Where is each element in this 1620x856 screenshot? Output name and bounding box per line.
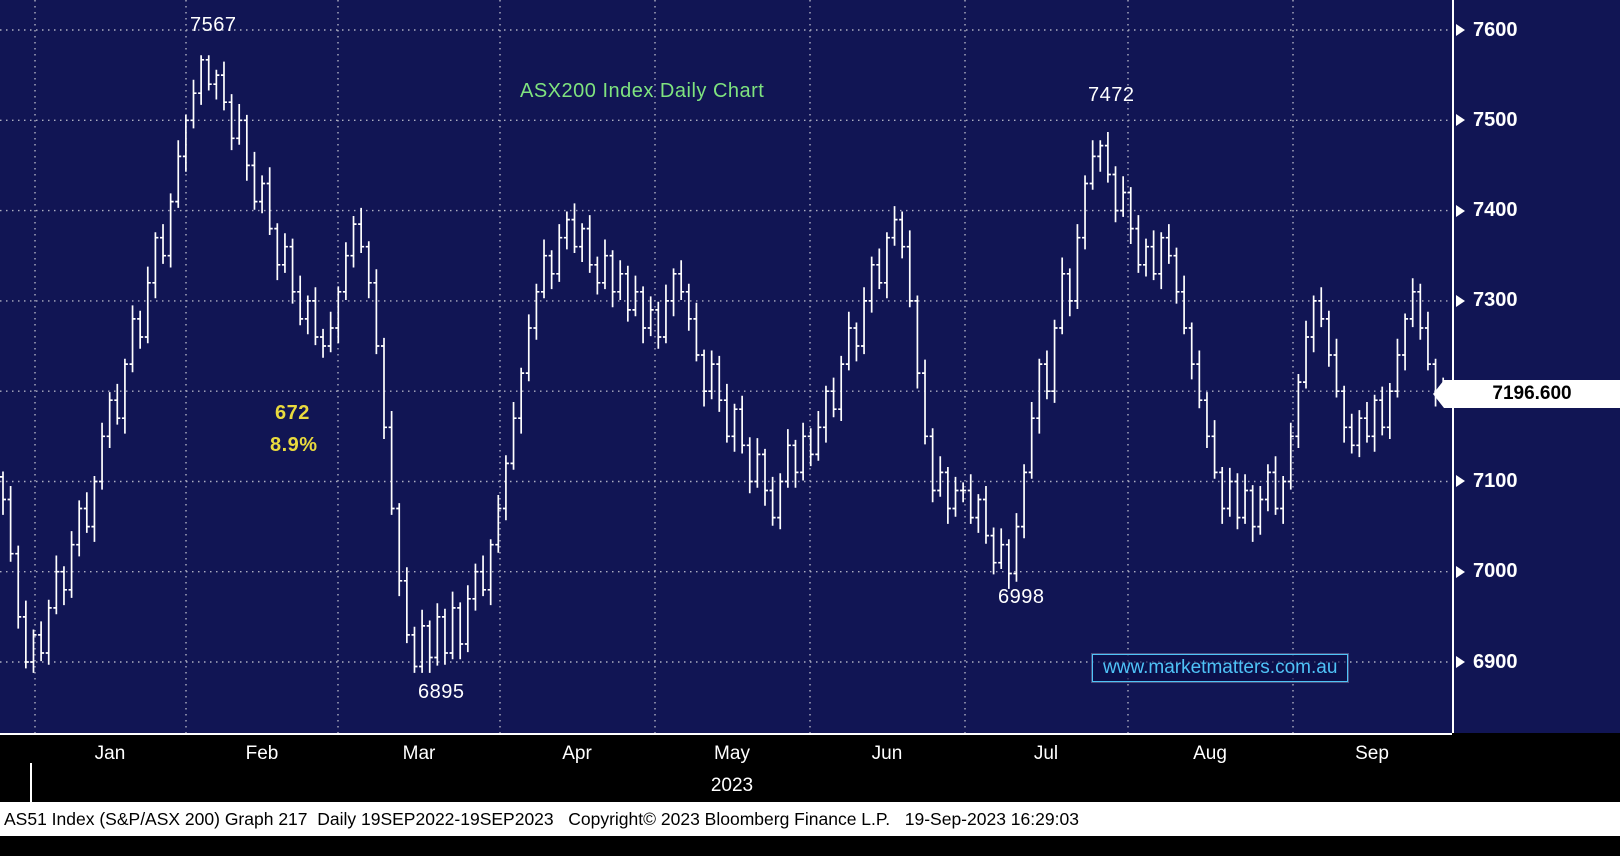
y-axis-tick-value: 7400	[1473, 199, 1518, 222]
y-axis-tick: 7000	[1454, 560, 1518, 584]
x-axis-month-label: May	[714, 743, 750, 764]
x-axis-month-label: Aug	[1193, 743, 1227, 764]
y-axis-tick: 7500	[1454, 108, 1518, 132]
price-chart-canvas	[0, 0, 1452, 733]
y-axis-tick-value: 7600	[1473, 18, 1518, 41]
tick-arrow-icon	[1456, 294, 1465, 307]
tick-arrow-icon	[1456, 475, 1465, 488]
x-axis-month-label: Apr	[562, 743, 592, 764]
y-axis-tick: 7300	[1454, 289, 1518, 313]
bottom-strip	[0, 836, 1620, 856]
y-axis-tick: 7600	[1454, 18, 1518, 42]
y-axis: 76007500740073007200710070006900	[1452, 0, 1620, 733]
y-axis-tick-value: 7500	[1473, 108, 1518, 131]
price-bars-series	[0, 55, 1447, 673]
x-axis-month-label: Jan	[94, 743, 126, 764]
y-axis-tick: 7400	[1454, 199, 1518, 223]
annotation-range-points: 672	[275, 402, 310, 424]
plot-area: ASX200 Index Daily Chart 7567 7472 6895 …	[0, 0, 1452, 733]
annotation-feb-high: 7567	[190, 14, 237, 36]
tick-arrow-icon	[1456, 656, 1465, 669]
x-axis-month-label: Mar	[402, 743, 436, 764]
x-axis-year-label: 2023	[710, 775, 754, 796]
annotation-mar-low: 6895	[418, 681, 465, 703]
x-axis: 2023 Jan Feb Mar Apr May Jun Jul Aug Sep	[0, 733, 1620, 802]
x-axis-tick-mark	[30, 763, 32, 802]
x-axis-month-label: Feb	[245, 743, 279, 764]
tick-arrow-icon	[1456, 565, 1465, 578]
x-axis-month-label: Jul	[1033, 743, 1059, 764]
annotation-jul-low: 6998	[998, 586, 1045, 608]
x-axis-frame-line	[0, 733, 1452, 735]
y-axis-tick-value: 6900	[1473, 650, 1518, 673]
y-axis-tick-value: 7300	[1473, 289, 1518, 312]
tick-arrow-icon	[1456, 24, 1465, 36]
status-bar: AS51 Index (S&P/ASX 200) Graph 217 Daily…	[0, 802, 1620, 836]
tick-arrow-icon	[1456, 114, 1465, 127]
tick-arrow-icon	[1456, 204, 1465, 217]
x-axis-month-label: Sep	[1355, 743, 1389, 764]
x-axis-month-label: Jun	[871, 743, 903, 764]
annotation-jul-high: 7472	[1088, 84, 1135, 106]
chart-title: ASX200 Index Daily Chart	[520, 80, 765, 102]
last-price-label: 7196.600	[1433, 380, 1620, 408]
y-axis-tick-value: 7100	[1473, 469, 1518, 492]
annotation-range-pct: 8.9%	[270, 434, 318, 456]
y-axis-tick: 7100	[1454, 469, 1518, 493]
marketmatters-watermark: www.marketmatters.com.au	[1090, 653, 1350, 683]
y-axis-tick: 6900	[1454, 650, 1518, 674]
grid-lines	[0, 0, 1452, 733]
y-axis-tick-value: 7000	[1473, 560, 1518, 583]
